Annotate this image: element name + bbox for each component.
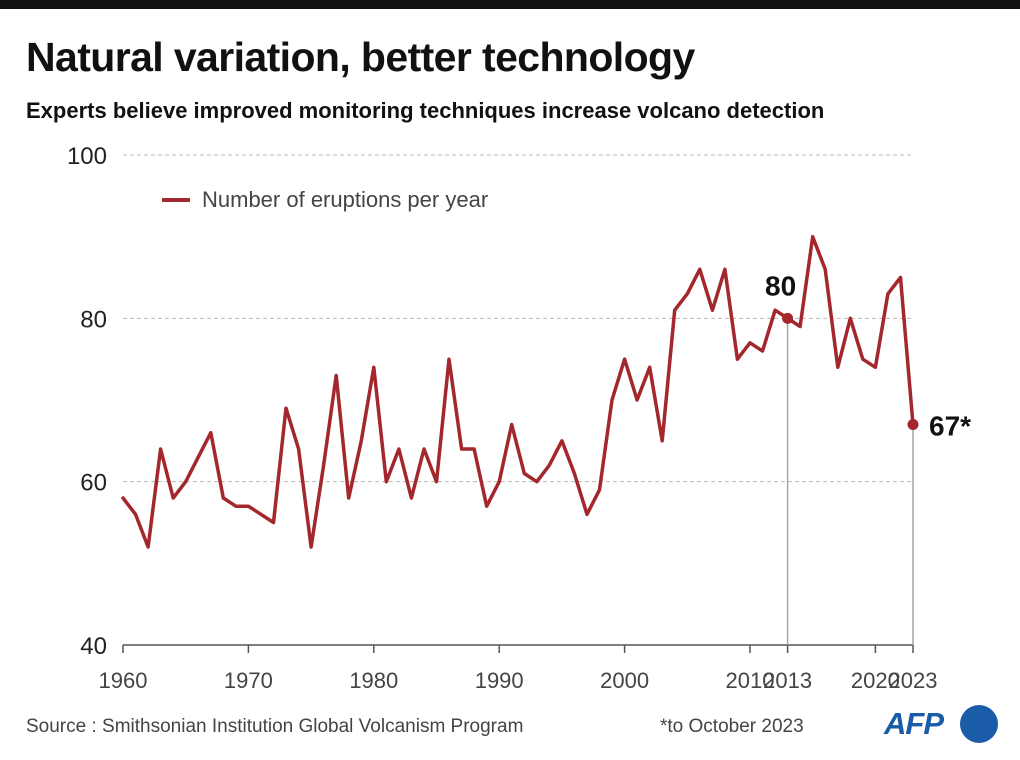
y-tick-label: 60	[80, 470, 107, 497]
logo-dot-icon	[960, 705, 998, 743]
x-tick-label: 2020	[851, 668, 900, 693]
x-tick-label: 1960	[99, 668, 148, 693]
annotation-marker	[907, 419, 919, 430]
x-tick-label: 1990	[475, 668, 524, 693]
top-rule	[0, 0, 1020, 9]
x-tick-label: 1980	[349, 668, 398, 693]
y-tick-label: 80	[80, 306, 107, 333]
source-note: Source : Smithsonian Institution Global …	[26, 716, 524, 737]
x-tick-label: 2000	[600, 668, 649, 693]
x-tick-label: 2010	[726, 668, 775, 693]
y-tick-label: 40	[80, 633, 107, 660]
y-tick-label: 100	[67, 143, 107, 170]
annotation-label: 80	[765, 270, 796, 301]
x-tick-label: 1970	[224, 668, 273, 693]
series-line-eruptions	[121, 234, 915, 549]
legend-label: Number of eruptions per year	[202, 187, 488, 212]
x-tick-label: 2023	[889, 668, 938, 693]
chart-title: Natural variation, better technology	[26, 34, 695, 80]
afp-logo: AFP	[884, 704, 998, 746]
logo-text: AFP	[884, 706, 944, 741]
annotation-marker	[782, 312, 794, 324]
annotation-label: 67*	[929, 411, 971, 442]
chart-subtitle: Experts believe improved monitoring tech…	[26, 98, 825, 123]
footnote: *to October 2023	[660, 716, 804, 737]
x-tick-label: 2013	[763, 668, 812, 693]
